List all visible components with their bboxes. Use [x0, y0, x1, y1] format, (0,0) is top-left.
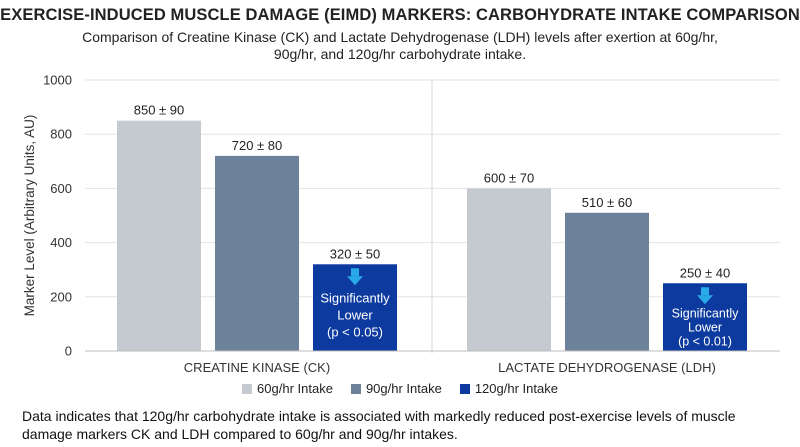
annotation-text: (p < 0.01): [678, 334, 732, 348]
bar: [467, 188, 551, 351]
legend-label: 60g/hr Intake: [257, 381, 333, 396]
bar: [215, 155, 299, 351]
annotation-text: Lower: [688, 320, 722, 334]
annotation-text: (p < 0.05): [327, 324, 383, 339]
legend-swatch: [350, 383, 361, 394]
bar-value-label: 850 ± 90: [134, 103, 185, 118]
annotation-text: Lower: [337, 307, 373, 322]
y-tick-label: 800: [50, 127, 72, 142]
x-category-label: CREATINE KINASE (CK): [184, 360, 330, 375]
annotation-arrow-icon: [701, 287, 709, 296]
chart-subtitle: Comparison of Creatine Kinase (CK) and L…: [82, 29, 718, 62]
annotation-arrow-icon: [347, 276, 363, 286]
annotation-arrow-icon: [697, 295, 713, 305]
y-tick-label: 200: [50, 289, 72, 304]
bar-value-label: 600 ± 70: [484, 170, 535, 185]
chart-legend: 60g/hr Intake 90g/hr Intake 120g/hr Intake: [0, 381, 800, 396]
bar-value-label: 510 ± 60: [582, 195, 633, 210]
legend-item: 60g/hr Intake: [242, 381, 333, 396]
bar: [565, 212, 649, 351]
legend-swatch: [242, 383, 253, 394]
x-category-label: LACTATE DEHYDROGENASE (LDH): [498, 360, 716, 375]
annotation-text: Significantly: [320, 290, 390, 305]
chart-title: EXERCISE-INDUCED MUSCLE DAMAGE (EIMD) MA…: [0, 6, 800, 24]
annotation-arrow-icon: [351, 268, 359, 277]
annotation-text: Significantly: [672, 306, 739, 320]
y-axis-label: Marker Level (Arbitrary Units, AU): [22, 115, 37, 317]
legend-item: 90g/hr Intake: [350, 381, 442, 396]
y-tick-label: 400: [50, 235, 72, 250]
bar-value-label: 250 ± 40: [680, 265, 731, 280]
legend-label: 90g/hr Intake: [365, 381, 442, 396]
bar: [117, 120, 201, 352]
bar-value-label: 720 ± 80: [232, 138, 283, 153]
y-tick-label: 1000: [43, 73, 72, 88]
y-tick-label: 600: [50, 181, 72, 196]
legend-label: 120g/hr Intake: [474, 381, 558, 396]
legend-item: 120g/hr Intake: [459, 381, 558, 396]
legend-swatch: [459, 383, 470, 394]
chart-footnote: Data indicates that 120g/hr carbohydrate…: [22, 408, 736, 442]
bar-value-label: 320 ± 50: [330, 246, 381, 261]
y-tick-label: 0: [65, 344, 72, 359]
